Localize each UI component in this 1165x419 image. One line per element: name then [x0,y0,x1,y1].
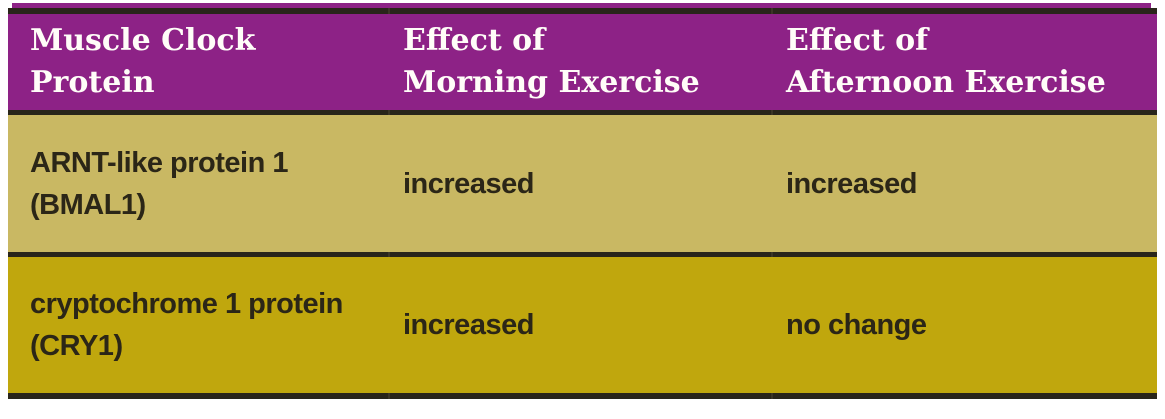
table-row-bmal1: ARNT-like protein 1 (BMAL1) increased in… [8,115,1157,252]
cell-bmal1-afternoon: increased [770,115,1157,252]
header-morning-line1: Effect of [403,23,546,58]
table-header-row: Muscle Clock Protein Effect of Morning E… [8,14,1157,110]
cell-text: increased [403,309,534,341]
header-morning-line2: Morning Exercise [403,65,700,100]
header-afternoon-line1: Effect of [786,23,929,58]
header-cell-afternoon: Effect of Afternoon Exercise [770,14,1157,110]
cell-text: (CRY1) [30,330,123,362]
cell-text: increased [403,167,534,200]
cell-text: cryptochrome 1 protein [30,288,343,320]
cell-bmal1-name: ARNT-like protein 1 (BMAL1) [8,115,387,252]
table-row-cry1: cryptochrome 1 protein (CRY1) increased … [8,257,1157,393]
table-rule-top [8,8,1157,14]
table-rule-mid-1 [8,110,1157,115]
header-cell-morning: Effect of Morning Exercise [387,14,770,110]
table-rule-bottom [8,393,1157,399]
table-rule-mid-2 [8,252,1157,257]
header-cell-protein: Muscle Clock Protein [8,14,387,110]
cell-cry1-name: cryptochrome 1 protein (CRY1) [8,257,387,393]
cell-cry1-afternoon: no change [770,257,1157,393]
cell-text: no change [786,309,927,341]
header-afternoon-line2: Afternoon Exercise [786,65,1106,100]
cell-text: increased [786,167,917,200]
header-protein-line1: Muscle Clock [30,23,256,58]
cell-bmal1-morning: increased [387,115,770,252]
muscle-clock-table: Muscle Clock Protein Effect of Morning E… [8,3,1157,399]
cell-text: (BMAL1) [30,188,146,221]
header-protein-line2: Protein [30,65,155,100]
cell-cry1-morning: increased [387,257,770,393]
table-top-accent-bar [12,3,1151,8]
cell-text: ARNT-like protein 1 [30,146,289,179]
